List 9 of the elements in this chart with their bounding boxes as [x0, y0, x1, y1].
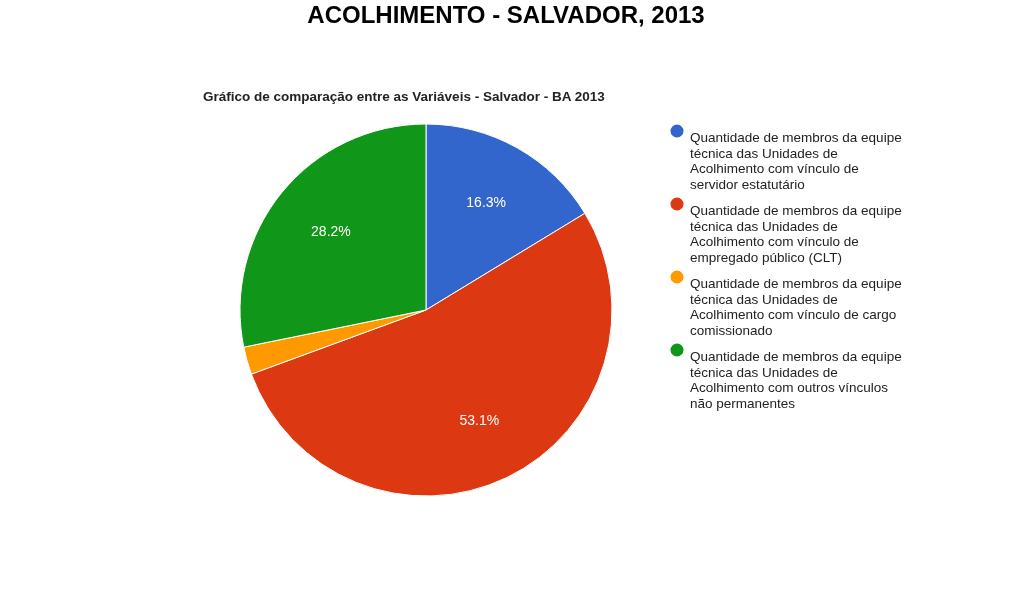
- chart-subtitle: Gráfico de comparação entre as Variáveis - Salvador - BA 2013: [203, 89, 606, 104]
- legend-label: Quantidade de membros da equipe técnica das Unidades de Acolhimento com vínculo de servidor estatutário: [690, 130, 902, 192]
- chart-title: ACOLHIMENTO - SALVADOR, 2013: [307, 1, 705, 28]
- legend-label: Quantidade de membros da equipe técnica das Unidades de Acolhimento com vínculo de empregado público (CLT): [690, 203, 902, 265]
- data-label: 53.1%: [459, 411, 500, 428]
- data-label: 28.2%: [311, 223, 351, 240]
- legend-label: Quantidade de membros da equipe técnica das Unidades de Acolhimento com vínculo de cargo comissionado: [690, 276, 902, 338]
- legend-label: Quantidade de membros da equipe técnica das Unidades de Acolhimento com outros vínculos não permanentes: [690, 349, 902, 411]
- data-label: 16.3%: [466, 193, 506, 210]
